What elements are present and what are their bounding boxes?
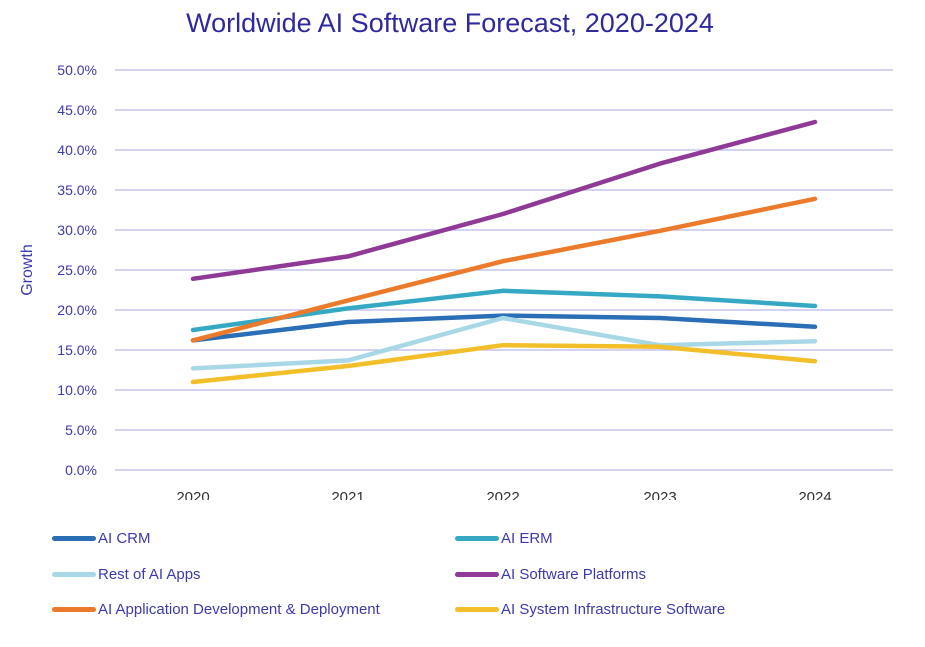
y-axis-ticks: 0.0% 5.0% 10.0% 15.0% 20.0% 25.0% 30.0% 35.0% 40…	[57, 62, 97, 478]
legend-item-ai-crm: AI CRM	[52, 530, 151, 547]
x-tick-label: 2024	[798, 489, 831, 500]
y-tick-label: 5.0%	[65, 422, 97, 438]
series-line-ai-crm	[190, 313, 818, 343]
series-line-ai-software-platforms	[190, 119, 818, 282]
y-tick-label: 30.0%	[57, 222, 97, 238]
y-tick-label: 50.0%	[57, 62, 97, 78]
legend-swatch-ai-system-infrastructure	[455, 607, 499, 612]
chart-title: Worldwide AI Software Forecast, 2020-202…	[186, 8, 714, 38]
legend-swatch-ai-crm	[52, 536, 96, 541]
legend-label-ai-app-dev-deployment: AI Application Development & Deployment	[98, 601, 380, 618]
line-chart: 0.0% 5.0% 10.0% 15.0% 20.0% 25.0% 30.0% 35.0% 40…	[57, 62, 893, 500]
y-tick-label: 15.0%	[57, 342, 97, 358]
legend-item-ai-erm: AI ERM	[455, 530, 553, 547]
legend-item-rest-of-ai-apps: Rest of AI Apps	[52, 566, 201, 583]
legend-label-ai-crm: AI CRM	[98, 530, 151, 547]
legend-swatch-rest-of-ai-apps	[52, 572, 96, 577]
legend-label-ai-system-infrastructure: AI System Infrastructure Software	[501, 601, 726, 618]
series-lines	[190, 119, 818, 385]
series-line-rest-of-ai-apps	[190, 315, 818, 371]
y-tick-label: 25.0%	[57, 262, 97, 278]
y-tick-label: 0.0%	[65, 462, 97, 478]
y-tick-label: 45.0%	[57, 102, 97, 118]
legend-item-ai-system-infrastructure: AI System Infrastructure Software	[455, 601, 725, 618]
x-tick-label: 2023	[643, 489, 676, 500]
y-tick-label: 40.0%	[57, 142, 97, 158]
gridlines	[115, 69, 893, 471]
x-axis-ticks: 2020 2021 2022 2023 2024	[176, 489, 831, 500]
y-tick-label: 10.0%	[57, 382, 97, 398]
legend-swatch-ai-app-dev-deployment	[52, 607, 96, 612]
series-line-ai-application-development-deployment	[190, 196, 818, 343]
y-tick-label: 20.0%	[57, 302, 97, 318]
y-tick-label: 35.0%	[57, 182, 97, 198]
x-tick-label: 2021	[331, 489, 364, 500]
legend-label-ai-erm: AI ERM	[501, 530, 553, 547]
series-line-ai-system-infrastructure-software	[190, 342, 818, 385]
legend-swatch-ai-erm	[455, 536, 499, 541]
legend-item-ai-software-platforms: AI Software Platforms	[455, 566, 646, 583]
legend-swatch-ai-software-platforms	[455, 572, 499, 577]
legend-item-ai-app-dev-deployment: AI Application Development & Deployment	[52, 601, 380, 618]
x-tick-label: 2022	[486, 489, 519, 500]
legend-label-ai-software-platforms: AI Software Platforms	[501, 566, 647, 583]
x-tick-label: 2020	[176, 489, 209, 500]
legend-label-rest-of-ai-apps: Rest of AI Apps	[98, 566, 201, 583]
